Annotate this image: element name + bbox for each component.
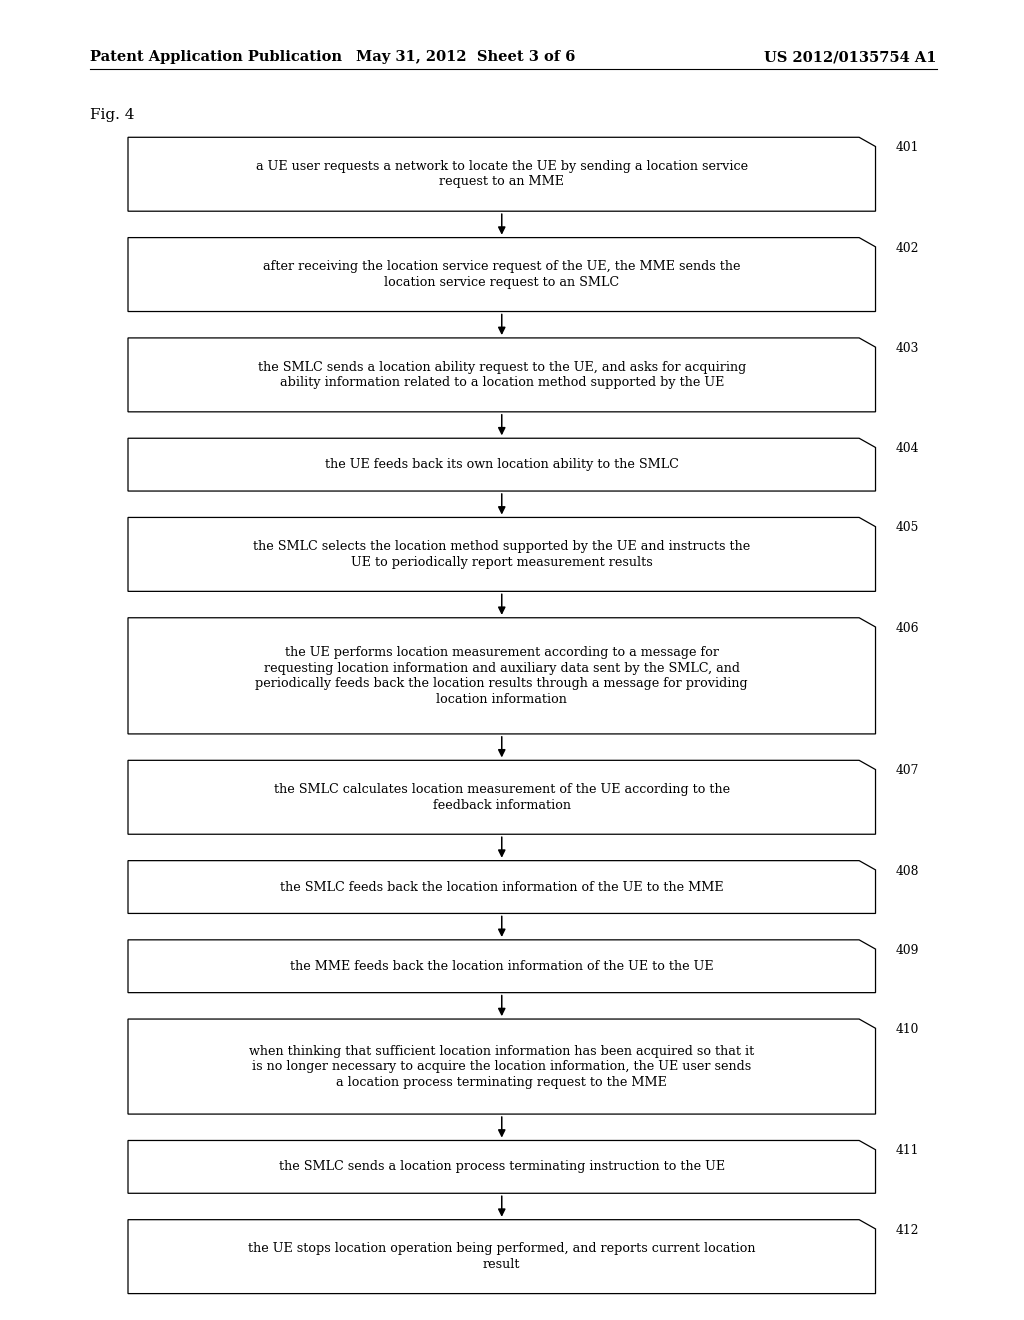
Polygon shape bbox=[128, 238, 876, 312]
Polygon shape bbox=[128, 940, 876, 993]
Text: the SMLC feeds back the location information of the UE to the MME: the SMLC feeds back the location informa… bbox=[280, 880, 724, 894]
Text: the UE stops location operation being performed, and reports current location
re: the UE stops location operation being pe… bbox=[248, 1242, 756, 1271]
Polygon shape bbox=[128, 618, 876, 734]
Text: the SMLC selects the location method supported by the UE and instructs the
UE to: the SMLC selects the location method sup… bbox=[253, 540, 751, 569]
Text: 403: 403 bbox=[896, 342, 920, 355]
Polygon shape bbox=[128, 517, 876, 591]
Text: 402: 402 bbox=[896, 242, 920, 255]
Polygon shape bbox=[128, 760, 876, 834]
Text: 407: 407 bbox=[896, 764, 920, 777]
Text: Patent Application Publication: Patent Application Publication bbox=[90, 50, 342, 65]
Polygon shape bbox=[128, 1140, 876, 1193]
Polygon shape bbox=[128, 861, 876, 913]
Text: 401: 401 bbox=[896, 141, 920, 154]
Text: the SMLC sends a location process terminating instruction to the UE: the SMLC sends a location process termin… bbox=[279, 1160, 725, 1173]
Text: the UE feeds back its own location ability to the SMLC: the UE feeds back its own location abili… bbox=[325, 458, 679, 471]
Text: 408: 408 bbox=[896, 865, 920, 878]
Text: 406: 406 bbox=[896, 622, 920, 635]
Text: a UE user requests a network to locate the UE by sending a location service
requ: a UE user requests a network to locate t… bbox=[256, 160, 748, 189]
Text: 411: 411 bbox=[896, 1144, 920, 1158]
Text: 412: 412 bbox=[896, 1224, 920, 1237]
Polygon shape bbox=[128, 137, 876, 211]
Text: the SMLC calculates location measurement of the UE according to the
feedback inf: the SMLC calculates location measurement… bbox=[273, 783, 730, 812]
Polygon shape bbox=[128, 438, 876, 491]
Text: May 31, 2012  Sheet 3 of 6: May 31, 2012 Sheet 3 of 6 bbox=[356, 50, 575, 65]
Polygon shape bbox=[128, 338, 876, 412]
Text: when thinking that sufficient location information has been acquired so that it
: when thinking that sufficient location i… bbox=[249, 1044, 755, 1089]
Text: the MME feeds back the location information of the UE to the UE: the MME feeds back the location informat… bbox=[290, 960, 714, 973]
Text: after receiving the location service request of the UE, the MME sends the
locati: after receiving the location service req… bbox=[263, 260, 740, 289]
Text: 409: 409 bbox=[896, 944, 920, 957]
Text: 405: 405 bbox=[896, 521, 920, 535]
Polygon shape bbox=[128, 1019, 876, 1114]
Text: US 2012/0135754 A1: US 2012/0135754 A1 bbox=[765, 50, 937, 65]
Text: 404: 404 bbox=[896, 442, 920, 455]
Text: the SMLC sends a location ability request to the UE, and asks for acquiring
abil: the SMLC sends a location ability reques… bbox=[258, 360, 745, 389]
Text: the UE performs location measurement according to a message for
requesting locat: the UE performs location measurement acc… bbox=[255, 645, 749, 706]
Polygon shape bbox=[128, 1220, 876, 1294]
Text: Fig. 4: Fig. 4 bbox=[90, 108, 134, 123]
Text: 410: 410 bbox=[896, 1023, 920, 1036]
